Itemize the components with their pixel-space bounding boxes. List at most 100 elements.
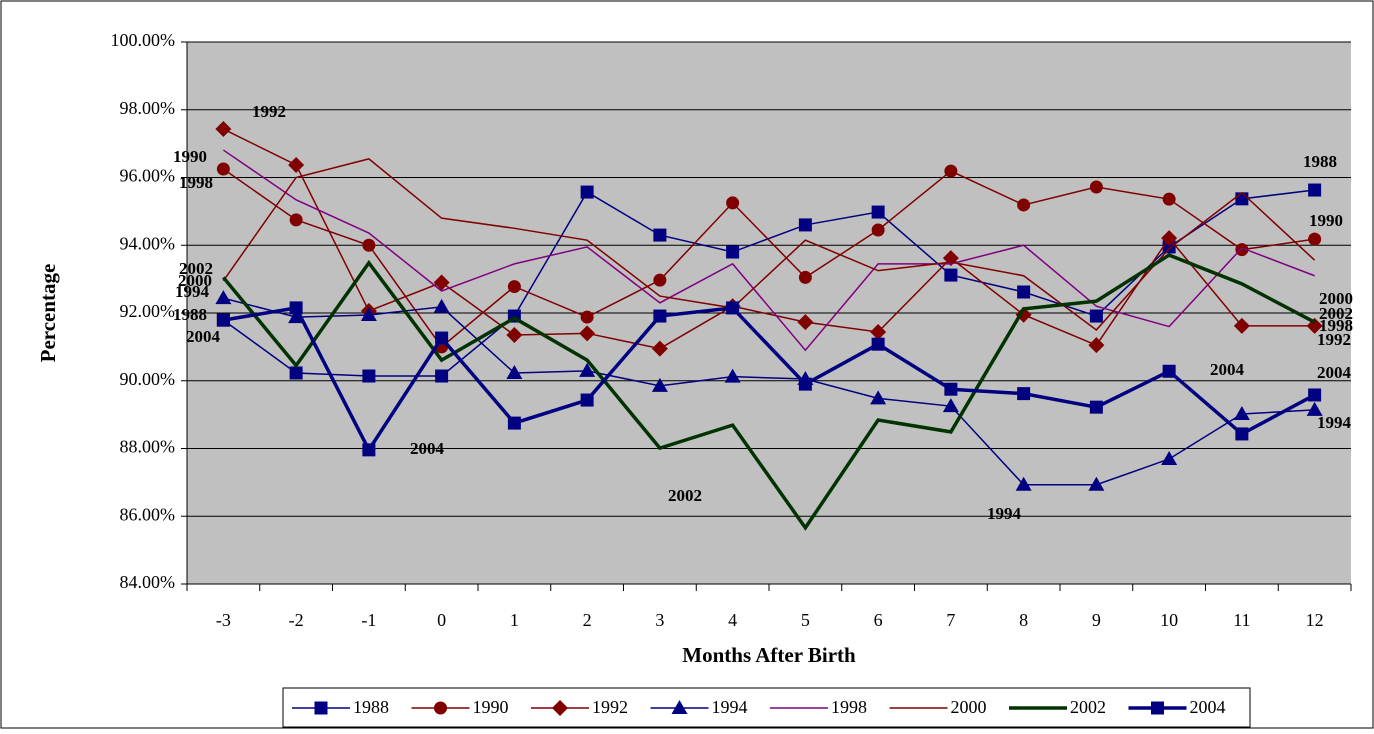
point [944,382,958,396]
point [1233,405,1250,420]
y-tick-label: 86.00% [120,504,176,524]
series-line [222,158,1316,331]
annotation: 2004 [1210,360,1245,379]
point [1161,230,1178,247]
legend-label: 1992 [592,697,628,717]
x-tick-label: 2 [583,610,592,630]
y-tick-label: 94.00% [120,233,176,253]
annotation: 1994 [1317,413,1352,432]
point [870,390,887,405]
point [1089,309,1103,323]
point [216,313,230,327]
y-tick-label: 100.00% [111,30,176,50]
point [215,290,232,305]
point [1089,180,1103,194]
x-tick-label: 12 [1306,610,1324,630]
annotation: 1992 [1317,330,1351,349]
x-tick-label: -2 [289,610,304,630]
annotation: 1994 [987,504,1022,523]
annotation: 2004 [410,439,445,458]
legend-marker [314,701,328,715]
point [362,369,376,383]
legend-marker [434,701,447,715]
point [435,369,449,383]
annotation: 1992 [252,102,286,121]
point [580,393,594,407]
x-tick-label: 7 [946,610,955,630]
point [362,443,376,457]
point [871,223,885,237]
x-tick-label: -1 [361,610,376,630]
point [580,310,594,324]
point [288,309,305,324]
point [797,314,814,331]
legend-label: 2000 [951,697,987,717]
annotation: 1994 [175,282,210,301]
point [579,362,596,377]
point [507,416,521,430]
y-axis-label: Percentage [36,264,60,363]
annotation: 2004 [1317,363,1352,382]
point [435,331,449,345]
y-tick-label: 96.00% [120,166,176,186]
point [1233,317,1250,334]
annotation: 1998 [179,173,213,192]
point [653,273,667,287]
point [651,377,668,392]
point [1162,192,1176,206]
point [653,309,667,323]
point [1161,451,1178,466]
annotation: 2000 [1319,289,1353,308]
point [942,398,959,413]
point [579,325,596,342]
x-tick-label: 11 [1233,610,1250,630]
y-tick-label: 92.00% [120,301,176,321]
point [1017,285,1031,299]
x-tick-label: 1 [510,610,519,630]
point [1308,388,1322,402]
annotation: 2002 [1319,304,1353,323]
point [433,298,450,313]
annotation: 1990 [1309,211,1343,230]
legend-marker [1151,701,1164,715]
point [1017,387,1031,401]
annotation: 1990 [173,147,207,166]
point [651,340,668,357]
legend-marker [552,700,568,716]
point [1088,337,1105,354]
point [726,301,740,315]
legend-label: 2002 [1070,697,1106,717]
annotation: 2002 [179,259,213,278]
point [216,162,230,176]
legend-label: 1990 [473,697,509,717]
point [288,156,305,173]
point [580,185,594,199]
legend-label: 1994 [712,697,748,717]
point [1088,476,1105,491]
x-tick-label: 3 [655,610,664,630]
point [506,327,523,344]
x-tick-label: 5 [801,610,810,630]
y-tick-label: 90.00% [120,369,176,389]
point [362,238,376,252]
series-line [223,305,1316,454]
series-line [223,128,1315,350]
legend-label: 1998 [831,697,867,717]
point [871,337,885,351]
legend-label: 1988 [353,697,389,717]
point [1162,364,1176,378]
x-axis-label: Months After Birth [682,643,856,667]
point [871,205,885,219]
point [1017,198,1031,212]
annotation: 1988 [1303,152,1337,171]
point [1306,401,1323,416]
point [1308,232,1322,246]
point [944,164,958,178]
point [726,245,740,259]
point [1015,476,1032,491]
x-tick-label: -3 [216,610,231,630]
point [1089,400,1103,414]
x-tick-label: 0 [437,610,446,630]
point [289,301,303,315]
